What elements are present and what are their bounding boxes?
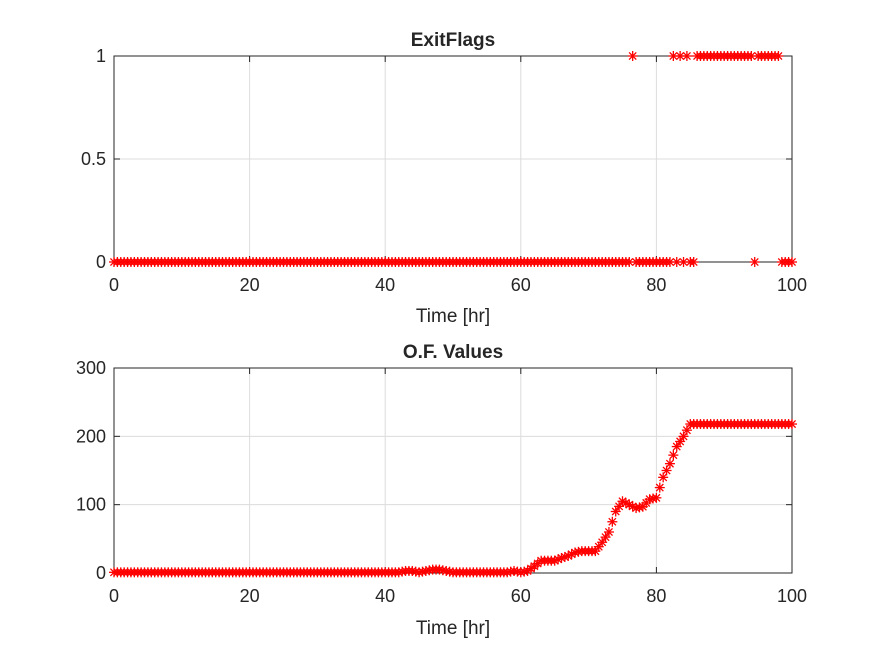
exitflag-point [773, 51, 784, 61]
of-value-point [651, 492, 662, 503]
y-tick-label: 100 [76, 495, 106, 515]
of-value-point [787, 419, 797, 430]
of-value-point [668, 450, 679, 461]
exitflag-point [688, 257, 699, 267]
of-values-subplot: 0 20 40 60 80 100 0 100 200 300 O.F. Values Time … [76, 342, 807, 639]
exitflags-subplot: 0 20 40 60 80 100 0 0.5 1 ExitFlags Time [hr] [81, 30, 807, 327]
x-tick-label: 20 [240, 586, 260, 606]
of-value-point [654, 482, 665, 493]
x-tick-label: 0 [109, 275, 119, 295]
exitflags-title: ExitFlags [411, 30, 495, 51]
x-tick-label: 60 [511, 586, 531, 606]
exitflag-point [681, 51, 692, 61]
x-tick-label: 80 [646, 275, 666, 295]
x-tick-label: 80 [646, 586, 666, 606]
exitflag-point [749, 257, 760, 267]
of-value-point [597, 537, 608, 548]
y-tick-label: 300 [76, 358, 106, 378]
x-tick-label: 0 [109, 586, 119, 606]
exitflags-ticks: 0 20 40 60 80 100 0 0.5 1 [81, 46, 807, 295]
of-values-xlabel: Time [hr] [416, 618, 490, 639]
of-value-point [600, 532, 611, 543]
exitflag-point [668, 51, 679, 61]
of-value-point [671, 441, 682, 452]
of-value-point [603, 527, 614, 537]
x-tick-label: 100 [777, 275, 807, 295]
y-tick-label: 0 [96, 252, 106, 272]
of-value-point [664, 458, 675, 469]
of-value-point [678, 431, 689, 442]
exitflags-markers [109, 51, 797, 267]
y-tick-label: 0 [96, 563, 106, 583]
of-value-point [590, 546, 601, 557]
x-tick-label: 60 [511, 275, 531, 295]
exitflag-point [787, 257, 797, 267]
y-tick-label: 200 [76, 426, 106, 446]
y-tick-label: 1 [96, 46, 106, 66]
y-tick-label: 0.5 [81, 149, 106, 169]
exitflag-point [627, 51, 638, 61]
x-tick-label: 40 [375, 586, 395, 606]
of-values-markers [109, 419, 797, 578]
of-value-point [593, 541, 604, 552]
of-value-point [675, 436, 686, 447]
x-tick-label: 100 [777, 586, 807, 606]
exitflag-point [624, 257, 635, 267]
of-values-title: O.F. Values [403, 342, 503, 363]
exitflags-xlabel: Time [hr] [416, 306, 490, 327]
x-tick-label: 40 [375, 275, 395, 295]
x-tick-label: 20 [240, 275, 260, 295]
of-values-ticks: 0 20 40 60 80 100 0 100 200 300 [76, 358, 807, 606]
of-value-point [610, 506, 621, 517]
of-value-point [607, 516, 618, 527]
